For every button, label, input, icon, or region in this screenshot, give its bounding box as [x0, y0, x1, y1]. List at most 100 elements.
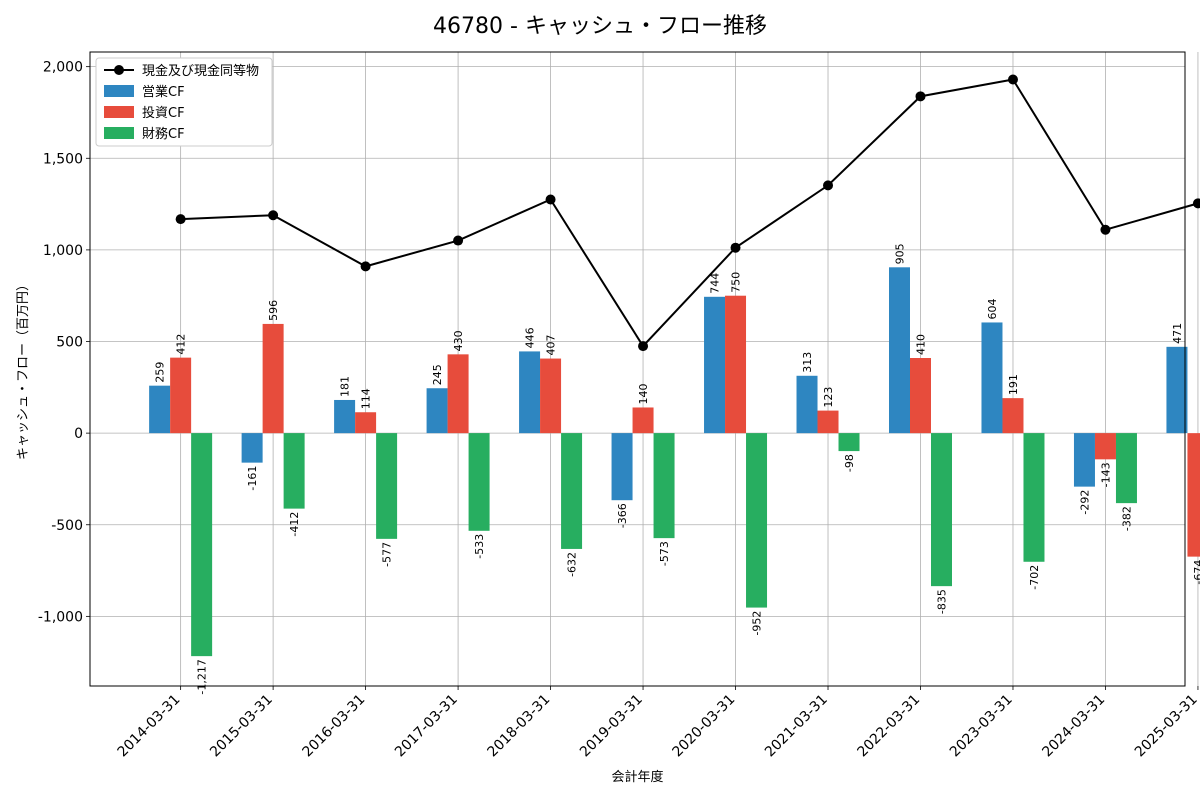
y-tick-label: 2,000	[43, 60, 83, 76]
y-tick-label: 1,500	[43, 151, 83, 167]
x-tick-label: 2024-03-31	[1039, 692, 1108, 761]
bar-value-label: 181	[339, 376, 352, 397]
bar-営業CF-2021-03-31	[796, 375, 818, 434]
x-tick-label: 2019-03-31	[577, 692, 646, 761]
bar-value-label: -632	[566, 552, 579, 577]
bar-value-label: 430	[452, 330, 465, 351]
data-labels: 259 -161 181 245 446 -366 744 313 905 604 -292 471 4…	[154, 243, 1200, 694]
bar-value-label: 191	[1007, 374, 1020, 395]
bar-営業CF-2025-03-31	[1166, 346, 1188, 434]
cash-balance-point-2015-03-31	[268, 210, 279, 221]
bar-財務CF-2022-03-31	[930, 433, 952, 587]
x-tick-label: 2020-03-31	[670, 692, 739, 761]
bar-value-label: -835	[935, 589, 948, 614]
bar-value-label: -412	[288, 512, 301, 537]
x-tick-label: 2016-03-31	[300, 692, 369, 761]
bar-営業CF-2023-03-31	[981, 322, 1003, 434]
bar-営業CF-2022-03-31	[888, 267, 910, 434]
bar-value-label: 259	[154, 362, 167, 383]
cash-balance-point-2024-03-31	[1100, 224, 1111, 235]
chart-title: 46780 - キャッシュ・フロー推移	[433, 14, 767, 39]
bar-財務CF-2024-03-31	[1115, 433, 1137, 504]
bar-value-label: 245	[431, 364, 444, 385]
bar-投資CF-2016-03-31	[355, 412, 377, 434]
cash-balance-point-2019-03-31	[638, 341, 649, 352]
bar-value-label: 604	[986, 298, 999, 319]
bar-財務CF-2023-03-31	[1023, 433, 1045, 562]
bar-value-label: -533	[473, 534, 486, 559]
bar-投資CF-2014-03-31	[170, 357, 192, 434]
x-tick-label: 2014-03-31	[115, 692, 184, 761]
y-tick-label: 1,000	[43, 243, 83, 259]
cash-balance-point-2021-03-31	[823, 180, 834, 191]
bar-投資CF-2019-03-31	[632, 407, 654, 434]
bar-value-label: -98	[843, 454, 856, 472]
bar-value-label: 446	[524, 327, 537, 348]
x-axis-ticks: 2014-03-31 2015-03-31 2016-03-31 2017-03-31…	[115, 686, 1200, 760]
bar-value-label: -1,217	[196, 659, 209, 694]
bar-value-label: -577	[381, 542, 394, 567]
legend-entry: 投資CF	[142, 105, 185, 121]
legend-box	[95, 57, 273, 147]
cash-balance-point-2023-03-31	[1007, 74, 1018, 85]
x-axis-label: 会計年度	[611, 769, 663, 785]
bar-投資CF-2020-03-31	[725, 295, 747, 434]
bar-財務CF-2015-03-31	[283, 433, 305, 509]
bar-value-label: -143	[1099, 462, 1112, 487]
cash-balance-line	[180, 78, 1199, 348]
x-tick-label: 2017-03-31	[392, 692, 461, 761]
legend-swatch	[104, 106, 134, 118]
x-tick-label: 2015-03-31	[207, 692, 276, 761]
bar-value-label: 750	[730, 272, 743, 293]
bar-営業CF-2018-03-31	[519, 351, 541, 434]
legend-swatch	[104, 85, 134, 97]
bar-value-label: -292	[1078, 490, 1091, 515]
cash-balance-point-2017-03-31	[453, 235, 464, 246]
bar-財務CF-2019-03-31	[653, 433, 675, 539]
cash-balance-point-2016-03-31	[360, 261, 371, 272]
legend-swatch	[104, 127, 134, 139]
bar-投資CF-2022-03-31	[909, 358, 931, 434]
bar-投資CF-2023-03-31	[1002, 398, 1024, 434]
y-axis-ticks: -1,000 -500 0 500 1,000 1,500 2,000	[38, 60, 90, 625]
legend-entry: 現金及び現金同等物	[142, 63, 259, 79]
bar-value-label: 410	[914, 334, 927, 355]
bar-value-label: 412	[175, 334, 188, 355]
legend-entry: 営業CF	[142, 84, 185, 100]
plot-frame	[89, 51, 1186, 687]
bar-value-label: 596	[267, 300, 280, 321]
bar-投資CF-2025-03-31	[1187, 433, 1200, 557]
bar-財務CF-2017-03-31	[468, 433, 490, 531]
bar-財務CF-2014-03-31	[191, 433, 213, 657]
cash-balance-point-2022-03-31	[915, 91, 926, 102]
bar-value-label: 744	[709, 273, 722, 294]
x-tick-label: 2021-03-31	[762, 692, 831, 761]
bar-投資CF-2015-03-31	[262, 323, 284, 434]
y-axis-label: キャッシュ・フロー（百万円）	[16, 278, 31, 460]
bar-営業CF-2016-03-31	[334, 399, 356, 434]
bar-財務CF-2021-03-31	[838, 433, 860, 452]
bar-営業CF-2024-03-31	[1073, 433, 1095, 487]
bar-value-label: 407	[545, 335, 558, 356]
y-tick-label: 500	[56, 335, 83, 351]
y-tick-label: -1,000	[38, 609, 83, 625]
bar-投資CF-2017-03-31	[447, 354, 469, 434]
x-tick-label: 2022-03-31	[854, 692, 923, 761]
bar-value-label: -702	[1028, 565, 1041, 590]
bar-財務CF-2016-03-31	[376, 433, 398, 539]
bar-営業CF-2019-03-31	[611, 433, 633, 501]
bar-value-label: 471	[1171, 323, 1184, 344]
bar-value-label: -382	[1120, 506, 1133, 531]
bar-value-label: -573	[658, 541, 671, 566]
bar-value-label: -952	[751, 611, 764, 636]
bar-value-label: 313	[801, 352, 814, 373]
legend-marker-swatch	[114, 65, 124, 75]
bar-value-label: 140	[637, 383, 650, 404]
bar-value-label: 123	[822, 387, 835, 408]
bar-value-label: 114	[360, 388, 373, 409]
cash-balance-line-group	[175, 74, 1200, 352]
bar-営業CF-2015-03-31	[241, 433, 263, 463]
x-tick-label: 2018-03-31	[485, 692, 554, 761]
cash-balance-point-2018-03-31	[545, 194, 556, 205]
